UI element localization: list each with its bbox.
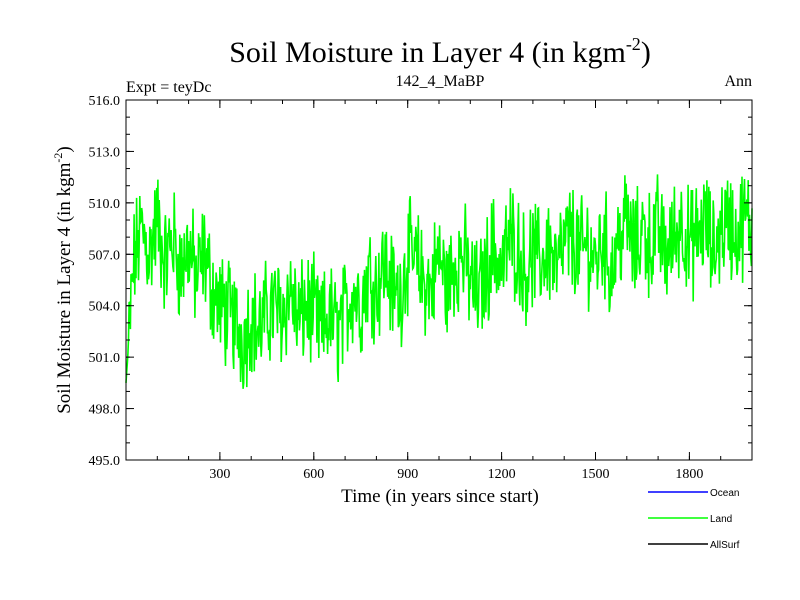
y-tick-label: 495.0 (89, 454, 121, 469)
x-axis-label: Time (in years since start) (341, 486, 539, 507)
y-tick-label: 513.0 (89, 145, 121, 160)
x-tick-label: 1500 (582, 467, 610, 482)
y-tick-label: 510.0 (89, 197, 121, 212)
subtitle-left: Expt = teyDc (126, 79, 211, 96)
legend: Ocean Land AllSurf (648, 488, 740, 551)
y-tick-label: 507.0 (89, 248, 121, 263)
y-tick-label: 516.0 (89, 94, 121, 109)
chart-title: Soil Moisture in Layer 4 (in kgm-2) (229, 34, 651, 69)
y-tick-label: 498.0 (89, 403, 121, 418)
x-tick-label: 1800 (675, 467, 703, 482)
series-line-land (125, 174, 753, 389)
x-tick-label: 1200 (488, 467, 516, 482)
x-tick-label: 900 (397, 467, 418, 482)
subtitle-right: Ann (724, 73, 752, 90)
legend-label-land: Land (710, 514, 732, 525)
legend-label-ocean: Ocean (710, 488, 739, 499)
subtitle-center: 142_4_MaBP (396, 73, 485, 90)
y-tick-label: 504.0 (89, 300, 121, 315)
x-tick-label: 300 (209, 467, 230, 482)
axis-layer: 495.0 498.0 501.0 504.0 507.0 510.0 513.0 516.0… (89, 94, 753, 482)
series-layer (125, 174, 753, 389)
x-tick-label: 600 (303, 467, 324, 482)
y-tick-label: 501.0 (89, 351, 121, 366)
legend-label-allsurf: AllSurf (710, 540, 740, 551)
y-axis-label: Soil Moisture in Layer 4 (in kgm-2) (51, 146, 75, 414)
